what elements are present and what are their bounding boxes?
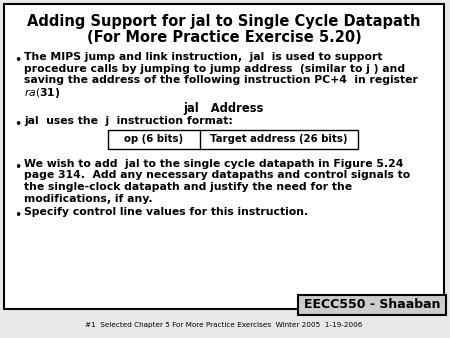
- Text: Specify control line values for this instruction.: Specify control line values for this ins…: [24, 207, 308, 217]
- Text: the single-clock datapath and justify the need for the: the single-clock datapath and justify th…: [24, 182, 352, 192]
- Text: (For More Practice Exercise 5.20): (For More Practice Exercise 5.20): [86, 30, 361, 45]
- Text: saving the address of the following instruction PC+4  in register: saving the address of the following inst…: [24, 75, 418, 85]
- Text: •: •: [14, 161, 21, 174]
- Bar: [298, 295, 446, 315]
- Text: •: •: [14, 54, 21, 67]
- Text: EECC550 - Shaaban: EECC550 - Shaaban: [304, 298, 440, 312]
- Text: page 314.  Add any necessary datapaths and control signals to: page 314. Add any necessary datapaths an…: [24, 170, 410, 180]
- Text: jal  uses the  j  instruction format:: jal uses the j instruction format:: [24, 116, 233, 126]
- Text: $ra  ($31): $ra ($31): [24, 87, 60, 100]
- Text: •: •: [14, 209, 21, 222]
- Text: #1  Selected Chapter 5 For More Practice Exercises  Winter 2005  1-19-2006: #1 Selected Chapter 5 For More Practice …: [86, 322, 363, 328]
- Text: procedure calls by jumping to jump address  (similar to j ) and: procedure calls by jumping to jump addre…: [24, 64, 405, 73]
- Text: We wish to add  jal to the single cycle datapath in Figure 5.24: We wish to add jal to the single cycle d…: [24, 159, 403, 169]
- Text: op (6 bits): op (6 bits): [125, 135, 184, 145]
- Bar: [108, 130, 358, 149]
- Text: •: •: [14, 118, 21, 131]
- Text: jal   Address: jal Address: [184, 102, 264, 115]
- Text: Target address (26 bits): Target address (26 bits): [210, 135, 348, 145]
- Text: Adding Support for jal to Single Cycle Datapath: Adding Support for jal to Single Cycle D…: [27, 14, 421, 29]
- Text: The MIPS jump and link instruction,  jal  is used to support: The MIPS jump and link instruction, jal …: [24, 52, 382, 62]
- Text: modifications, if any.: modifications, if any.: [24, 193, 153, 203]
